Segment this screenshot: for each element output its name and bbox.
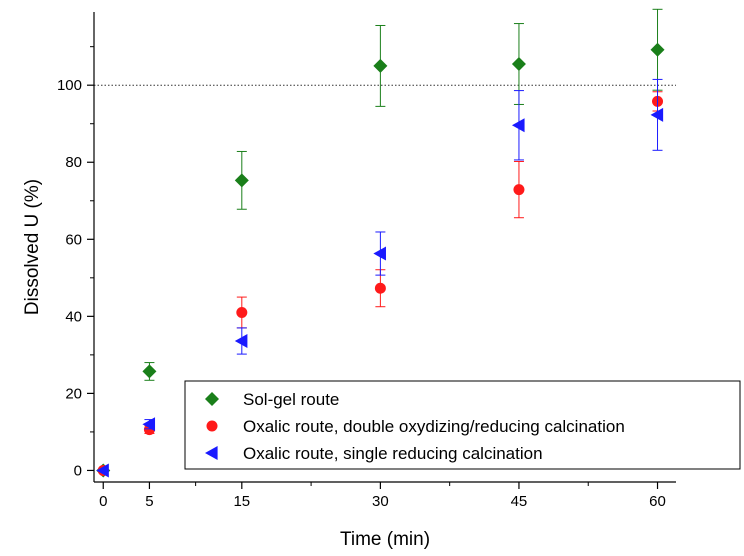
legend-marker bbox=[205, 392, 219, 406]
y-tick-label: 80 bbox=[65, 154, 82, 171]
data-point bbox=[374, 282, 386, 294]
data-point bbox=[650, 42, 665, 57]
data-markers bbox=[96, 8, 665, 478]
ticks: 0 20 40 60 80 100 0 5 15 30 45 60 bbox=[57, 46, 666, 510]
series-3 bbox=[96, 78, 664, 478]
x-tick-label: 30 bbox=[372, 493, 389, 510]
legend-label: Sol-gel route bbox=[243, 390, 339, 409]
legend-label: Oxalic route, single reducing calcinatio… bbox=[243, 444, 543, 463]
y-tick-label: 0 bbox=[74, 462, 82, 479]
data-point bbox=[373, 58, 388, 73]
legend-label: Oxalic route, double oxydizing/reducing … bbox=[243, 417, 625, 436]
y-tick-label: 60 bbox=[65, 231, 82, 248]
y-axis-title: Dissolved U (%) bbox=[22, 179, 43, 315]
data-point bbox=[96, 463, 109, 478]
axes bbox=[93, 12, 676, 483]
data-point bbox=[511, 57, 526, 72]
data-point bbox=[234, 334, 248, 348]
y-tick-label: 100 bbox=[57, 77, 82, 94]
data-point bbox=[511, 118, 525, 133]
y-tick-label: 40 bbox=[65, 308, 82, 325]
data-point bbox=[650, 107, 664, 122]
legend-marker bbox=[206, 420, 218, 432]
legend-marker bbox=[205, 446, 218, 460]
x-tick-label: 0 bbox=[99, 493, 107, 510]
y-tick-label: 20 bbox=[65, 385, 82, 402]
data-point bbox=[373, 246, 386, 261]
legend-box bbox=[184, 380, 741, 470]
x-tick-label: 60 bbox=[649, 493, 666, 510]
x-tick-label: 5 bbox=[145, 493, 153, 510]
data-point bbox=[234, 173, 249, 188]
data-point bbox=[142, 417, 156, 432]
x-tick-label: 45 bbox=[511, 493, 528, 510]
data-point bbox=[513, 184, 525, 196]
x-tick-label: 15 bbox=[233, 493, 250, 510]
data-point bbox=[236, 306, 248, 318]
data-point bbox=[142, 364, 157, 379]
legend: Sol-gel route Oxalic route, double oxydiz… bbox=[184, 380, 741, 470]
x-axis-title: Time (min) bbox=[340, 529, 430, 550]
